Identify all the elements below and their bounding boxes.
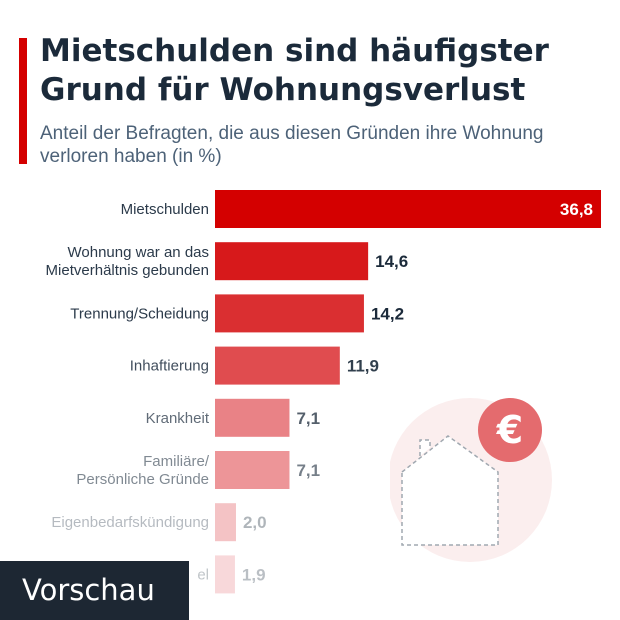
preview-badge: Vorschau — [0, 561, 189, 620]
bar-6 — [215, 503, 236, 542]
svg-text:€: € — [496, 408, 523, 452]
bar-7 — [215, 555, 235, 594]
chart-subtitle: Anteil der Befragten, die aus diesen Grü… — [40, 123, 544, 167]
category-label-5: Familiäre/Persönliche Gründe — [76, 453, 209, 488]
category-label-1: Wohnung war an das Mietverhältnis gebunde… — [46, 244, 209, 279]
bar-0 — [215, 190, 601, 228]
bar-3 — [215, 346, 340, 385]
category-label-4: Krankheit — [146, 410, 210, 427]
value-label-6: 2,0 — [243, 513, 267, 532]
house-illustration: € — [390, 398, 552, 562]
chart-title: Mietschulden sind häufigster Grund für W… — [40, 33, 549, 108]
value-label-7: 1,9 — [242, 565, 266, 584]
value-label-5: 7,1 — [296, 461, 320, 480]
bar-2 — [215, 294, 364, 333]
value-label-3: 11,9 — [347, 357, 379, 376]
category-label-3: Inhaftierung — [130, 358, 209, 375]
value-label-1: 14,6 — [375, 252, 408, 271]
category-label-0: Mietschulden — [121, 201, 209, 218]
category-label-7: el — [197, 566, 209, 583]
bar-4 — [215, 398, 290, 437]
bar-1 — [215, 242, 369, 281]
euro-icon: € — [478, 398, 542, 462]
value-label-4: 7,1 — [296, 409, 320, 428]
house-icon — [401, 435, 499, 546]
value-label-2: 14,2 — [371, 304, 404, 323]
category-label-6: Eigenbedarfskündigung — [51, 514, 209, 531]
bar-5 — [215, 451, 290, 489]
title-accent-bar — [19, 38, 27, 164]
category-label-2: Trennung/Scheidung — [70, 305, 209, 322]
value-label-0: 36,8 — [560, 200, 593, 219]
